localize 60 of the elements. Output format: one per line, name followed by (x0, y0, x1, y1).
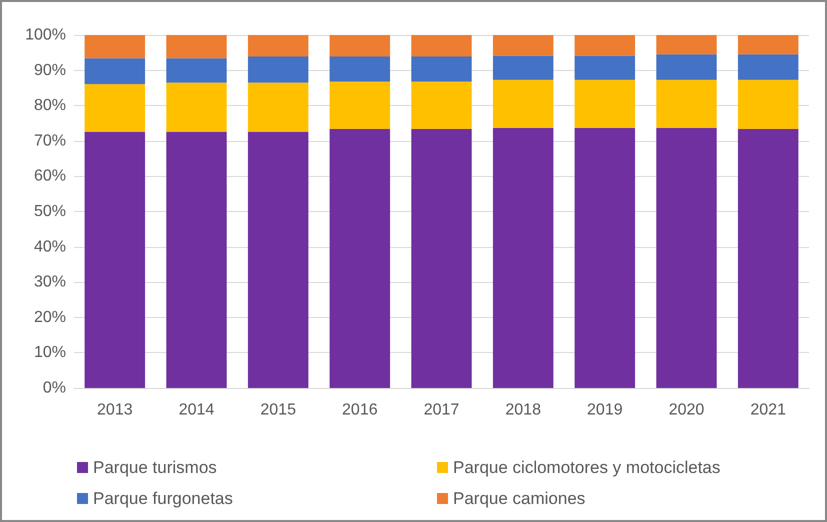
bar (738, 54, 798, 80)
y-tick-label: 10% (34, 344, 66, 362)
bar (84, 84, 146, 132)
bar (492, 128, 554, 388)
legend-label: Parque turismos (93, 458, 217, 477)
bar (330, 82, 390, 129)
bar (411, 82, 472, 129)
bar (166, 35, 227, 58)
bar (248, 82, 308, 132)
bar (574, 80, 636, 128)
bar (411, 56, 472, 82)
bar (656, 80, 717, 128)
bar (84, 58, 146, 84)
bar (656, 54, 717, 80)
bar (330, 128, 390, 388)
bar (330, 35, 390, 57)
x-tick-label: 2019 (587, 402, 623, 418)
y-tick-label: 90% (34, 62, 66, 79)
bar (166, 82, 227, 132)
x-tick-label: 2015 (260, 402, 296, 418)
bar (738, 80, 798, 129)
bar (492, 80, 554, 128)
bar (656, 128, 717, 388)
x-tick-label: 2020 (668, 402, 704, 418)
legend-label: Parque camiones (453, 489, 586, 508)
y-tick-label: 50% (34, 203, 66, 220)
bar (248, 35, 308, 57)
bar (248, 56, 308, 83)
bar (330, 56, 390, 82)
bar (574, 35, 636, 56)
x-tick-label: 2013 (97, 402, 133, 418)
y-tick-label: 60% (34, 168, 66, 185)
legend-label: Parque ciclomotores y motocicletas (453, 458, 720, 477)
x-tick-label: 2017 (424, 402, 460, 418)
bar (492, 35, 554, 56)
x-tick-label: 2016 (342, 402, 378, 418)
bar (166, 132, 227, 388)
y-tick-label: 30% (34, 274, 66, 291)
y-tick-label: 40% (34, 238, 66, 256)
bar (738, 35, 798, 54)
bar (738, 128, 798, 388)
legend-label: Parque furgonetas (93, 489, 233, 508)
bar (411, 35, 472, 57)
bar (166, 58, 227, 83)
bar (84, 132, 146, 388)
bar (574, 56, 636, 80)
y-tick-label: 70% (34, 132, 66, 150)
x-tick-label: 2018 (505, 402, 542, 418)
y-tick-label: 20% (34, 308, 66, 326)
bar (656, 35, 717, 54)
bar (411, 128, 472, 388)
y-tick-label: 80% (34, 97, 66, 114)
bar (248, 132, 308, 388)
bar (492, 56, 554, 80)
x-tick-label: 2014 (178, 402, 214, 418)
x-tick-label: 2021 (750, 402, 786, 418)
bar (574, 128, 636, 388)
y-tick-label: 100% (25, 26, 66, 44)
bar (84, 35, 146, 58)
y-tick-label: 0% (42, 380, 66, 396)
